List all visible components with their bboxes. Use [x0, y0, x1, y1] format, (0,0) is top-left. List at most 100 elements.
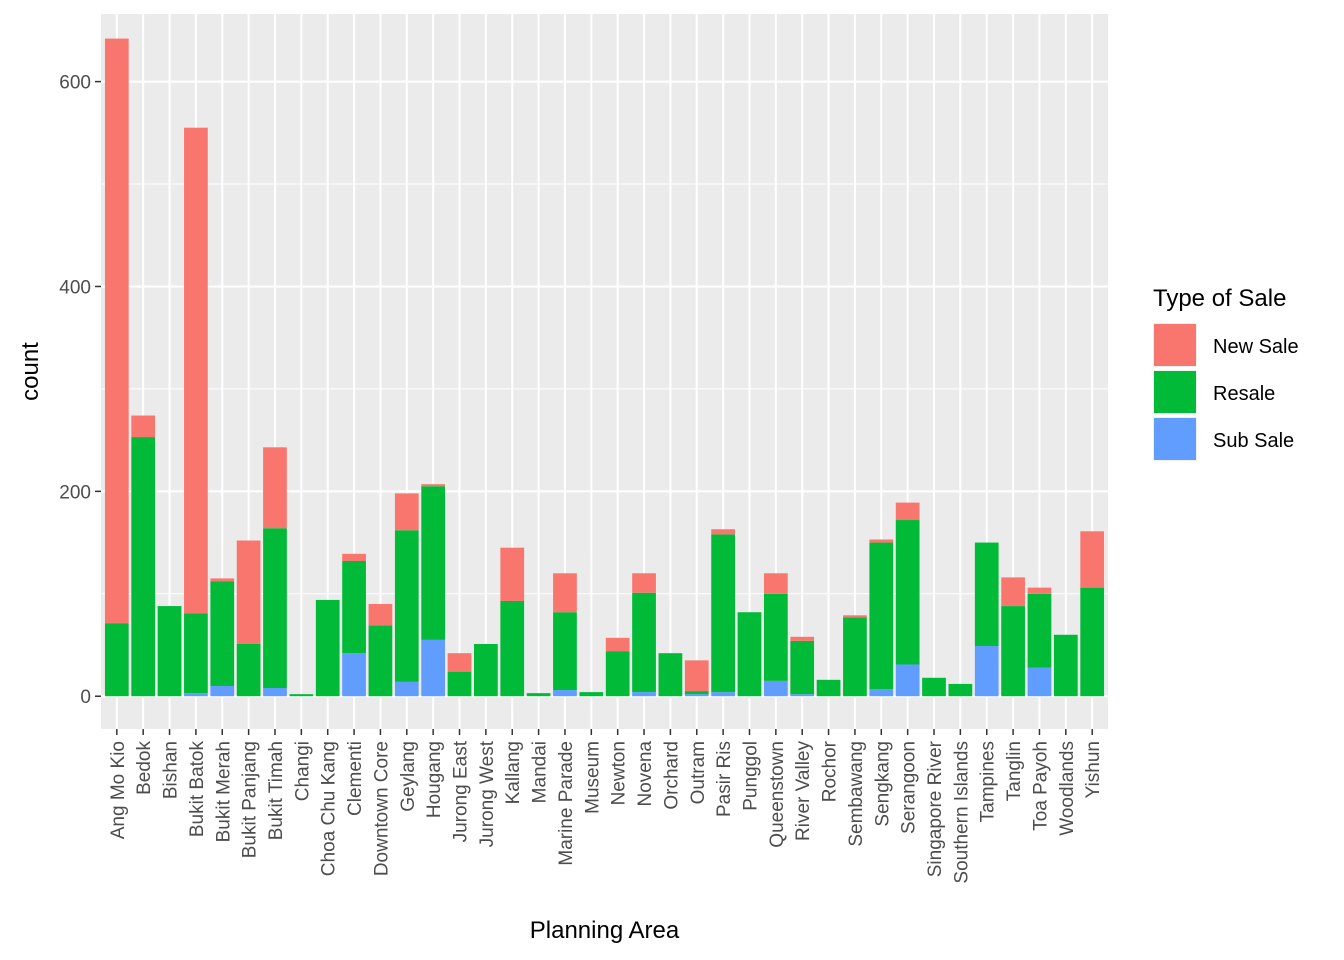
bar-segment: Jurong West — Resale: 51 — [474, 643, 498, 697]
bar-segment: Pasir Ris — Resale: 154 — [711, 534, 735, 693]
x-tick-label: Jurong West — [477, 740, 498, 847]
x-tick-label: Bukit Timah — [266, 741, 287, 840]
bar-segment: Bukit Merah — New Sale: 3 — [210, 578, 235, 582]
legend-label: Sub Sale — [1213, 430, 1294, 452]
bar-segment: Yishun — New Sale: 55 — [1080, 531, 1105, 588]
bar-segment: Queenstown — New Sale: 20 — [763, 573, 788, 594]
bars: Ang Mo Kio — Resale: 71Ang Mo Kio — New … — [104, 38, 1105, 697]
bar-segment: River Valley — Resale: 52 — [790, 640, 815, 695]
x-axis: Ang Mo Kio Bedok Bishan Bukit Batok Bukit Me… — [108, 729, 1104, 884]
bar-segment: Geylang — New Sale: 36 — [394, 493, 419, 531]
y-tick-label: 400 — [59, 277, 91, 298]
bar-segment: Downtown Core — Resale: 69 — [368, 625, 393, 697]
legend: Type of Sale New Sale Resale Sub Sale — [1153, 285, 1299, 461]
x-tick-label: Sembawang — [846, 741, 867, 847]
bar-segment: Kallang — Resale: 93 — [500, 600, 525, 697]
bar-segment: Jurong East — New Sale: 18 — [447, 653, 472, 672]
bar-segment: Mandai — Resale: 3 — [526, 693, 551, 697]
x-tick-label: Novena — [635, 741, 656, 807]
bar-segment: Changi — Resale: 2 — [289, 694, 314, 697]
bar-segment: Bedok — New Sale: 21 — [131, 415, 156, 438]
x-tick-label: Sengkang — [872, 741, 893, 827]
bar-segment: Bishan — Resale: 88 — [157, 606, 182, 697]
bar-segment: Outram — Sub Sale: 2 — [684, 694, 709, 697]
bar-segment: Orchard — Resale: 42 — [658, 653, 683, 697]
x-tick-label: Mandai — [530, 741, 551, 803]
bar-segment: Serangoon — Resale: 141 — [895, 520, 920, 665]
x-tick-label: Tanglin — [1004, 741, 1025, 801]
x-tick-label: Singapore River — [925, 740, 946, 877]
x-tick-label: Jurong East — [451, 740, 472, 842]
bar-segment: River Valley — New Sale: 4 — [790, 636, 815, 641]
bar-segment: Tanglin — New Sale: 28 — [1001, 577, 1025, 607]
bar-segment: Ang Mo Kio — Resale: 71 — [104, 623, 129, 697]
x-tick-label: Bukit Merah — [213, 741, 234, 842]
x-tick-label: Newton — [609, 741, 630, 805]
bar-segment: Bukit Timah — Resale: 156 — [263, 528, 287, 689]
bar-segment: Outram — New Sale: 30 — [684, 660, 709, 692]
bar-segment: Serangoon — Sub Sale: 31 — [895, 664, 920, 697]
bar-segment: Yishun — Resale: 106 — [1080, 587, 1105, 697]
bar-segment: Hougang — New Sale: 2 — [421, 484, 446, 487]
x-tick-label: Outram — [688, 741, 709, 804]
bar-segment: Downtown Core — New Sale: 21 — [368, 604, 393, 626]
y-axis-title: count — [17, 342, 44, 401]
x-tick-label: Kallang — [503, 741, 524, 804]
x-tick-label: Serangoon — [899, 741, 920, 834]
bar-segment: Jurong East — Resale: 24 — [447, 671, 472, 697]
x-tick-label: Bukit Panjang — [240, 741, 261, 858]
x-tick-label: River Valley — [793, 741, 814, 841]
bar-segment: Bukit Panjang — New Sale: 101 — [236, 540, 261, 644]
bar-segment: Marine Parade — Resale: 76 — [553, 612, 577, 691]
y-axis: 0 200 400 600 — [59, 73, 101, 708]
bar-segment: Hougang — Resale: 150 — [421, 486, 446, 640]
bar-segment: Bukit Panjang — Resale: 51 — [236, 643, 261, 697]
bar-segment: Woodlands — Resale: 60 — [1053, 634, 1078, 697]
bar-segment: Sengkang — Resale: 143 — [869, 542, 894, 690]
x-tick-label: Queenstown — [767, 741, 788, 848]
legend-label: Resale — [1213, 383, 1275, 405]
bar-segment: Toa Payoh — Resale: 72 — [1027, 593, 1052, 668]
bar-segment: Clementi — Resale: 90 — [342, 561, 366, 654]
x-tick-label: Toa Payoh — [1030, 741, 1051, 831]
bar-segment: Bukit Timah — Sub Sale: 8 — [263, 688, 287, 697]
bar-segment: Bukit Merah — Resale: 102 — [210, 581, 235, 686]
x-tick-label: Ang Mo Kio — [108, 741, 129, 839]
bar-segment: Geylang — Resale: 148 — [394, 530, 419, 682]
x-tick-label: Southern Islands — [951, 741, 972, 884]
bar-segment: Tampines — Resale: 101 — [974, 542, 999, 647]
x-tick-label: Woodlands — [1057, 741, 1078, 836]
bar-segment: Bukit Batok — Resale: 78 — [184, 613, 208, 694]
bar-segment: Tampines — Sub Sale: 49 — [974, 646, 999, 697]
bar-segment: Marine Parade — Sub Sale: 6 — [553, 690, 577, 697]
legend-key — [1154, 324, 1196, 366]
bar-segment: Toa Payoh — New Sale: 6 — [1027, 587, 1052, 594]
x-tick-label: Geylang — [398, 741, 419, 812]
bar-segment: Sembawang — New Sale: 2 — [843, 615, 867, 618]
legend-title: Type of Sale — [1153, 285, 1286, 312]
bar-segment: Hougang — Sub Sale: 55 — [421, 639, 446, 697]
bar-segment: Sengkang — New Sale: 3 — [869, 539, 894, 543]
legend-label: New Sale — [1213, 336, 1299, 358]
bar-segment: Singapore River — Resale: 18 — [922, 677, 946, 697]
bar-segment: Sengkang — Sub Sale: 7 — [869, 689, 894, 697]
bar-segment: Bukit Timah — New Sale: 79 — [263, 447, 287, 529]
y-tick-label: 0 — [80, 687, 91, 708]
bar-segment: Queenstown — Resale: 85 — [763, 593, 788, 681]
bar-segment: Toa Payoh — Sub Sale: 28 — [1027, 667, 1052, 697]
bar-segment: Clementi — Sub Sale: 42 — [342, 653, 366, 697]
x-tick-label: Clementi — [345, 741, 366, 816]
bar-segment: Bukit Merah — Sub Sale: 10 — [210, 685, 235, 697]
x-axis-title: Planning Area — [530, 917, 680, 944]
y-tick-label: 600 — [59, 73, 91, 94]
x-tick-label: Hougang — [424, 741, 445, 818]
bar-segment: Newton — Resale: 44 — [605, 651, 630, 697]
bar-segment: Choa Chu Kang — Resale: 94 — [315, 599, 340, 697]
bar-segment: Novena — Resale: 97 — [632, 592, 656, 693]
x-tick-label: Yishun — [1083, 741, 1104, 798]
x-tick-label: Bedok — [134, 741, 155, 795]
x-tick-label: Tampines — [978, 741, 999, 822]
bar-segment: Newton — New Sale: 13 — [605, 637, 630, 652]
legend-key — [1154, 418, 1196, 460]
bar-segment: Serangoon — New Sale: 17 — [895, 502, 920, 521]
